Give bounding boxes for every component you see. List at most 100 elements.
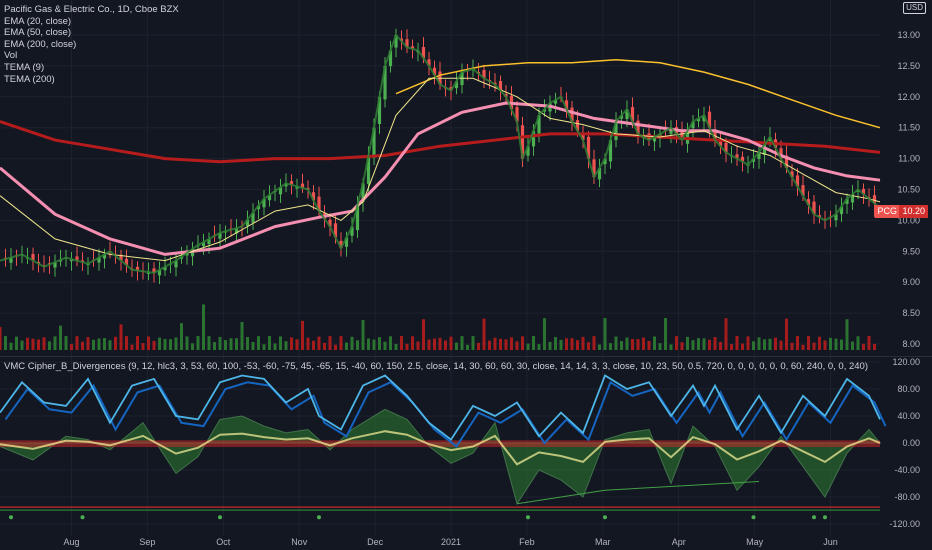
- time-tick-label: Oct: [216, 537, 231, 547]
- oscillator-tick-label: -40.00: [894, 465, 920, 475]
- volume-bar: [669, 344, 673, 350]
- candle-body: [680, 131, 684, 141]
- volume-bar: [284, 341, 288, 350]
- candle-body: [102, 254, 107, 259]
- oscillator-tick-label: 0.00: [902, 438, 920, 448]
- volume-bar: [752, 341, 755, 350]
- candle-body: [630, 107, 635, 122]
- volume-bar: [158, 337, 161, 350]
- candle-body: [812, 201, 816, 215]
- price-tick-label: 8.50: [902, 308, 920, 318]
- candle-body: [735, 154, 739, 159]
- volume-bar: [521, 336, 524, 350]
- candle-body: [372, 127, 376, 158]
- volume-bar: [691, 340, 695, 350]
- candle-body: [592, 159, 596, 178]
- volume-bar: [37, 339, 40, 350]
- price-axis: 8.00 8.50 9.00 9.50 10.00 10.50 11.00 11.50 12.0…: [897, 30, 920, 349]
- volume-bar: [31, 338, 35, 350]
- candle-body: [520, 125, 525, 159]
- candle-body: [795, 175, 800, 187]
- candle-body: [850, 194, 855, 203]
- price-tick-label: 11.50: [898, 123, 920, 133]
- candle-body: [174, 260, 178, 268]
- candle-body: [355, 204, 360, 231]
- volume-bar: [856, 336, 860, 350]
- time-tick-label: May: [746, 537, 764, 547]
- money-flow-area: [0, 408, 882, 506]
- legend-tema9[interactable]: TEMA (9): [4, 61, 45, 73]
- volume-bar: [785, 318, 788, 350]
- volume-bar: [675, 336, 678, 350]
- candle-body: [427, 59, 431, 66]
- volume-bar: [53, 336, 57, 350]
- volume-bar: [317, 336, 321, 350]
- volume-bar: [746, 336, 750, 350]
- legend-ema20[interactable]: EMA (20, close): [4, 15, 72, 27]
- volume-bar: [141, 343, 145, 350]
- candles: [3, 28, 877, 285]
- volume-bar: [763, 339, 766, 350]
- signal-dot: [526, 515, 530, 520]
- volume-bar: [515, 341, 519, 350]
- time-tick-label: Apr: [672, 537, 686, 547]
- legend-ema50[interactable]: EMA (50, close): [4, 27, 72, 39]
- candle-body: [564, 100, 569, 110]
- volume-bar: [433, 338, 436, 350]
- legend-tema200[interactable]: TEMA (200): [4, 73, 55, 85]
- signal-dot: [812, 515, 816, 520]
- pane-separator[interactable]: [0, 356, 932, 357]
- candle-body: [218, 232, 222, 239]
- volume-bar: [658, 343, 662, 350]
- volume-bar: [532, 336, 535, 350]
- volume-bar: [295, 339, 299, 350]
- volume-bar: [741, 343, 744, 350]
- time-tick-label: Feb: [519, 537, 535, 547]
- time-tick-label: Dec: [367, 537, 384, 547]
- volume-bar: [554, 337, 557, 350]
- ticker-price-tag: PCG: [874, 205, 900, 218]
- ema200-line: [0, 120, 881, 164]
- volume-bar: [119, 324, 123, 350]
- volume-bar: [851, 341, 854, 350]
- volume-bar: [449, 336, 453, 350]
- candle-body: [691, 121, 695, 129]
- volume-bar: [543, 318, 546, 350]
- currency-badge[interactable]: USD: [903, 2, 926, 14]
- volume-bar: [169, 339, 172, 350]
- candle-body: [317, 196, 321, 212]
- candle-body: [515, 107, 519, 122]
- legend-ema200[interactable]: EMA (200, close): [4, 38, 77, 50]
- volume-bar: [427, 339, 431, 350]
- volume-bar: [383, 341, 387, 350]
- volume-bar: [339, 336, 343, 350]
- volume-bar: [361, 319, 365, 350]
- price-tick-label: 10.00: [897, 215, 920, 225]
- oscillator-tick-label: 120.00: [892, 357, 920, 367]
- volume-bar: [290, 337, 293, 350]
- oscillator-title[interactable]: VMC Cipher_B_Divergences (9, 12, hlc3, 3…: [4, 361, 868, 372]
- volume-bar: [152, 340, 156, 350]
- volume-bar: [708, 339, 711, 350]
- candle-body: [636, 120, 640, 134]
- legend-vol[interactable]: Vol: [4, 50, 18, 62]
- volume-bar: [251, 342, 255, 350]
- volume-bar: [42, 337, 46, 350]
- volume-bar: [235, 338, 238, 350]
- indicator-legend: Pacific Gas & Electric Co., 1D, Cboe BZX…: [4, 4, 179, 85]
- volume-bar: [499, 338, 502, 350]
- candle-body: [762, 144, 767, 155]
- price-tick-label: 13.00: [897, 30, 920, 40]
- time-tick-label: Nov: [291, 537, 308, 547]
- candle-body: [251, 212, 255, 223]
- candle-body: [394, 35, 398, 48]
- volume-bar: [790, 342, 794, 350]
- candle-body: [454, 81, 459, 89]
- volume-bar: [719, 341, 722, 350]
- volume-bar: [48, 341, 51, 350]
- volume-bar: [64, 336, 68, 350]
- candle-body: [9, 257, 13, 263]
- volume-bar: [526, 343, 530, 350]
- volume-bar: [185, 336, 189, 350]
